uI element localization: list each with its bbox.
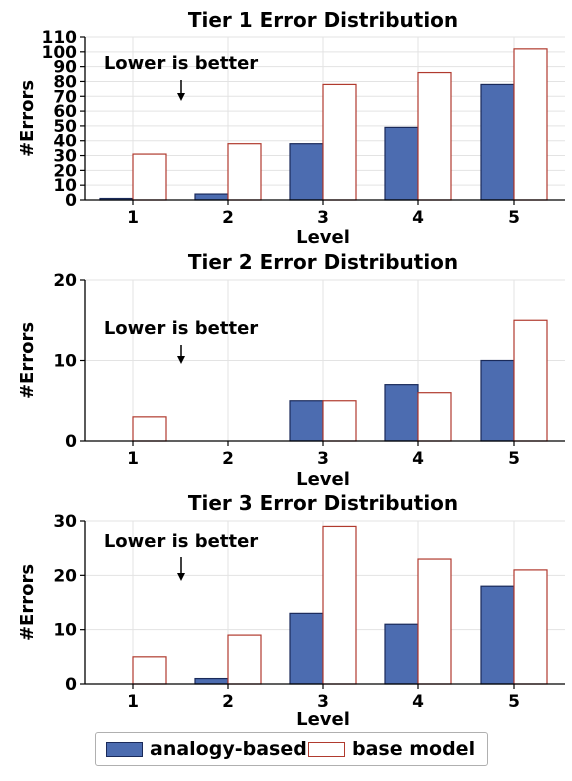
tier1-y-tick-label: 70: [53, 87, 77, 107]
tier2-x-axis-label: Level: [296, 469, 350, 490]
tier1-x-tick-label: 5: [508, 208, 520, 228]
tier2-x-tick-label: 1: [127, 449, 139, 469]
tier1-bar-base-level-4: [417, 71, 452, 201]
tier2-x-tick-label: 3: [317, 449, 329, 469]
tier1-y-tick-label: 80: [53, 72, 77, 92]
tier3-bar-analogy-level-5: [480, 585, 515, 685]
tier1-x-tick-label: 3: [317, 208, 329, 228]
tier1-y-tick-label: 90: [53, 58, 77, 78]
tier1-y-tick-label: 40: [53, 132, 77, 152]
tier2-bar-analogy-level-4: [384, 384, 419, 442]
tier2-bar-base-level-1: [132, 416, 167, 442]
tier2-y-tick-label: 20: [53, 271, 77, 291]
tier2-bar-base-level-4: [417, 392, 452, 442]
tier1-bar-base-level-2: [227, 143, 262, 201]
tier3-bar-base-level-1: [132, 656, 167, 685]
tier1-bar-analogy-level-2: [194, 193, 229, 201]
tier3-y-tick-label: 0: [65, 675, 77, 695]
tier1-y-tick-label: 0: [65, 191, 77, 211]
tier3-x-tick-label: 3: [317, 692, 329, 712]
tier2-bar-base-level-5: [513, 319, 548, 442]
tier2-bar-base-level-3: [322, 400, 357, 442]
legend: analogy-based base model: [95, 732, 488, 766]
tier3-y-axis-label: #Errors: [17, 564, 38, 641]
legend-label-base-model: base model: [352, 738, 476, 760]
tier1-y-tick-label: 60: [53, 102, 77, 122]
tier1-y-tick-label: 10: [53, 176, 77, 196]
tier1-x-axis-label: Level: [296, 227, 350, 248]
tier1-x-tick-label: 4: [412, 208, 424, 228]
tier2-chart-title: Tier 2 Error Distribution: [188, 250, 458, 274]
tier3-x-tick-label: 5: [508, 692, 520, 712]
tier3-x-tick-label: 2: [222, 692, 234, 712]
tier2-x-tick-label: 5: [508, 449, 520, 469]
tier1-bar-analogy-level-5: [480, 83, 515, 201]
tier3-x-tick-label: 1: [127, 692, 139, 712]
tier3-bar-analogy-level-3: [289, 612, 324, 685]
tier1-bar-base-level-3: [322, 83, 357, 201]
tier3-x-tick-label: 4: [412, 692, 424, 712]
tier3-chart-title: Tier 3 Error Distribution: [188, 491, 458, 515]
tier3-y-tick-label: 10: [53, 621, 77, 641]
tier2-bar-analogy-level-3: [289, 400, 324, 442]
tier1-y-tick-label: 110: [42, 28, 78, 48]
tier3-bar-analogy-level-4: [384, 623, 419, 685]
tier3-y-tick-label: 20: [53, 566, 77, 586]
tier1-y-tick-label: 50: [53, 117, 77, 137]
tier1-x-tick-label: 1: [127, 208, 139, 228]
tier3-bar-analogy-level-2: [194, 677, 229, 685]
tier1-x-tick-label: 2: [222, 208, 234, 228]
tier1-bar-base-level-1: [132, 153, 167, 201]
tier3-bar-base-level-2: [227, 634, 262, 685]
tier3-bar-base-level-5: [513, 569, 548, 685]
tier2-bar-analogy-level-5: [480, 359, 515, 442]
tier1-annotation-arrow-head: [177, 93, 185, 101]
tier2-y-tick-label: 0: [65, 432, 77, 452]
tier1-bar-base-level-5: [513, 48, 548, 201]
tier1-y-tick-label: 100: [42, 43, 78, 63]
tier1-chart-title: Tier 1 Error Distribution: [188, 8, 458, 32]
tier3-bar-base-level-4: [417, 558, 452, 685]
tier3-annotation-arrow-head: [177, 573, 185, 581]
legend-swatch-base-model: [308, 742, 345, 757]
tier2-y-axis-label: #Errors: [17, 322, 38, 399]
tier1-bar-analogy-level-3: [289, 143, 324, 201]
tier3-y-tick-label: 30: [53, 512, 77, 532]
tier1-annotation-text: Lower is better: [104, 53, 258, 74]
tier2-y-tick-label: 10: [53, 352, 77, 372]
tier2-annotation-text: Lower is better: [104, 318, 258, 339]
tier3-x-axis-label: Level: [296, 709, 350, 730]
tier1-y-tick-label: 20: [53, 161, 77, 181]
tier2-x-tick-label: 2: [222, 449, 234, 469]
tier3-bar-base-level-3: [322, 525, 357, 685]
legend-swatch-analogy-based: [106, 742, 143, 757]
tier2-annotation-arrow-head: [177, 356, 185, 364]
tier1-y-tick-label: 30: [53, 147, 77, 167]
tier2-x-tick-label: 4: [412, 449, 424, 469]
tier3-annotation-text: Lower is better: [104, 531, 258, 552]
tier1-bar-analogy-level-4: [384, 126, 419, 201]
legend-label-analogy-based: analogy-based: [150, 738, 307, 760]
tier1-y-axis-label: #Errors: [17, 80, 38, 157]
